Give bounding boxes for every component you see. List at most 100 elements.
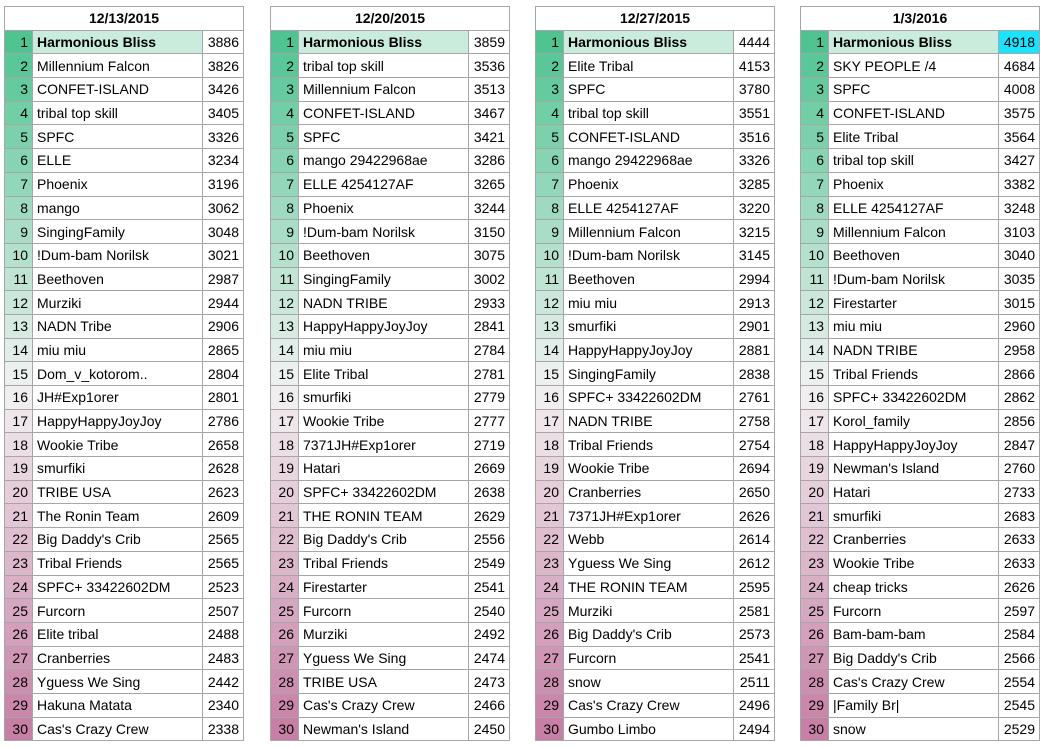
rank-cell: 28: [4, 669, 33, 694]
rank-cell: 18: [535, 432, 564, 458]
tribe-name-cell: Korol_family: [828, 408, 999, 434]
table-row: 27 Furcorn 2541: [535, 645, 775, 671]
rank-cell: 19: [4, 456, 33, 481]
tribe-name-cell: SingingFamily: [32, 219, 203, 244]
rank-cell: 30: [535, 716, 564, 742]
score-cell: 2541: [468, 574, 510, 600]
tribe-name-cell: NADN TRIBE: [298, 290, 469, 315]
score-cell: 3150: [468, 219, 510, 244]
score-cell: 2958: [998, 337, 1040, 363]
tribe-name-cell: TRIBE USA: [298, 669, 469, 694]
rank-cell: 20: [535, 479, 564, 505]
score-cell: 2494: [733, 716, 775, 742]
score-cell: 2612: [733, 550, 775, 576]
table-row: 20 Hatari 2733: [800, 479, 1040, 505]
rank-cell: 24: [800, 574, 829, 600]
score-cell: 2609: [202, 503, 244, 529]
score-cell: 3886: [202, 29, 244, 55]
rank-cell: 5: [800, 124, 829, 150]
rank-cell: 16: [270, 385, 299, 410]
rank-cell: 19: [800, 456, 829, 481]
rank-cell: 8: [800, 195, 829, 221]
score-cell: 2761: [733, 385, 775, 410]
table-row: 13 miu miu 2960: [800, 313, 1040, 339]
table-row: 9 Millennium Falcon 3103: [800, 219, 1040, 244]
score-cell: 2442: [202, 669, 244, 694]
week-date: 1/3/2016: [800, 6, 1040, 31]
tribe-name-cell: CONFET-ISLAND: [298, 100, 469, 126]
score-cell: 2801: [202, 385, 244, 410]
score-cell: 3382: [998, 171, 1040, 197]
score-cell: 2758: [733, 408, 775, 434]
score-cell: 4684: [998, 53, 1040, 79]
score-cell: 3002: [468, 266, 510, 292]
tribe-name-cell: ELLE: [32, 148, 203, 173]
rank-cell: 11: [535, 266, 564, 292]
score-cell: 2565: [202, 527, 244, 552]
rank-cell: 7: [4, 171, 33, 197]
table-row: 24 Firestarter 2541: [270, 574, 510, 600]
table-row: 28 TRIBE USA 2473: [270, 669, 510, 694]
week-header-row: 12/13/2015: [4, 6, 244, 31]
table-row: 3 CONFET-ISLAND 3426: [4, 77, 244, 102]
rank-cell: 27: [800, 645, 829, 671]
week-date: 12/13/2015: [4, 6, 244, 31]
tribe-name-cell: Newman's Island: [298, 716, 469, 742]
tribe-name-cell: Elite Tribal: [298, 361, 469, 386]
table-row: 7 ELLE 4254127AF 3265: [270, 171, 510, 197]
score-cell: 3467: [468, 100, 510, 126]
score-cell: 2565: [202, 550, 244, 576]
tribe-name-cell: NADN TRIBE: [828, 337, 999, 363]
rank-cell: 13: [4, 313, 33, 339]
rank-cell: 24: [4, 574, 33, 600]
rank-cell: 1: [800, 29, 829, 55]
score-cell: 2340: [202, 692, 244, 718]
rank-cell: 19: [270, 456, 299, 481]
tribe-name-cell: miu miu: [828, 313, 999, 339]
rank-cell: 20: [4, 479, 33, 505]
rank-cell: 13: [800, 313, 829, 339]
tribe-name-cell: SPFC: [298, 124, 469, 150]
tribe-name-cell: Cranberries: [563, 479, 734, 505]
table-row: 11 Beethoven 2987: [4, 266, 244, 292]
table-row: 6 mango 29422968ae 3286: [270, 148, 510, 173]
score-cell: 4008: [998, 77, 1040, 102]
tribe-name-cell: tribal top skill: [298, 53, 469, 79]
table-row: 7 Phoenix 3382: [800, 171, 1040, 197]
score-cell: 2733: [998, 479, 1040, 505]
rank-cell: 13: [535, 313, 564, 339]
rank-cell: 9: [800, 219, 829, 244]
tribe-name-cell: Millennium Falcon: [298, 77, 469, 102]
score-cell: 2760: [998, 456, 1040, 481]
table-row: 6 ELLE 3234: [4, 148, 244, 173]
score-cell: 3215: [733, 219, 775, 244]
rank-cell: 2: [535, 53, 564, 79]
tribe-name-cell: Beethoven: [298, 242, 469, 268]
score-cell: 2507: [202, 598, 244, 623]
table-row: 25 Furcorn 2597: [800, 598, 1040, 623]
tribe-name-cell: Elite Tribal: [828, 124, 999, 150]
tribe-name-cell: Millennium Falcon: [828, 219, 999, 244]
tribe-name-cell: Furcorn: [828, 598, 999, 623]
score-cell: 3265: [468, 171, 510, 197]
table-row: 16 SPFC+ 33422602DM 2761: [535, 385, 775, 410]
tribe-name-cell: Big Daddy's Crib: [828, 645, 999, 671]
rank-cell: 24: [535, 574, 564, 600]
tribe-name-cell: smurfiki: [32, 456, 203, 481]
rank-cell: 18: [270, 432, 299, 458]
week-table: 12/13/2015 1 Harmonious Bliss 3886 2 Millenni…: [4, 6, 244, 742]
score-cell: 3035: [998, 266, 1040, 292]
table-row: 9 SingingFamily 3048: [4, 219, 244, 244]
score-cell: 2474: [468, 645, 510, 671]
tribe-name-cell: mango 29422968ae: [298, 148, 469, 173]
score-cell: 2638: [468, 479, 510, 505]
table-row: 16 SPFC+ 33422602DM 2862: [800, 385, 1040, 410]
rank-cell: 25: [270, 598, 299, 623]
score-cell: 3859: [468, 29, 510, 55]
score-cell: 3145: [733, 242, 775, 268]
score-cell: 2633: [998, 550, 1040, 576]
tribe-name-cell: Tribal Friends: [563, 432, 734, 458]
table-row: 23 Tribal Friends 2549: [270, 550, 510, 576]
rank-cell: 3: [4, 77, 33, 102]
table-row: 27 Cranberries 2483: [4, 645, 244, 671]
